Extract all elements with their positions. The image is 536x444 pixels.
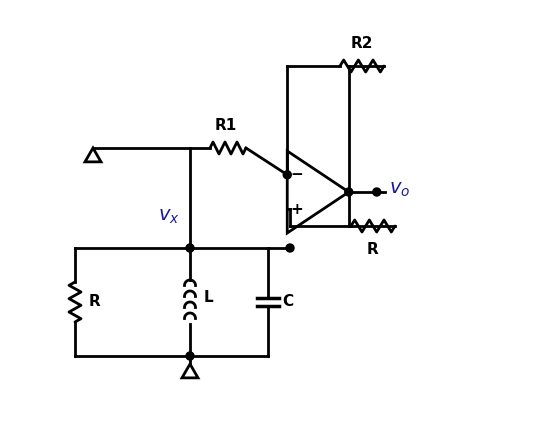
Circle shape (186, 352, 194, 360)
Text: +: + (291, 202, 303, 217)
Circle shape (345, 188, 353, 196)
Text: R: R (89, 294, 101, 309)
Circle shape (286, 244, 294, 252)
Text: $v_x$: $v_x$ (158, 207, 180, 226)
Text: C: C (282, 294, 293, 309)
Circle shape (283, 171, 291, 179)
Text: R1: R1 (215, 118, 237, 133)
Text: R: R (367, 242, 379, 257)
Text: $v_o$: $v_o$ (389, 181, 410, 199)
Text: R2: R2 (351, 36, 373, 51)
Text: L: L (204, 290, 214, 305)
Text: −: − (291, 167, 303, 182)
Circle shape (186, 244, 194, 252)
Circle shape (373, 188, 381, 196)
